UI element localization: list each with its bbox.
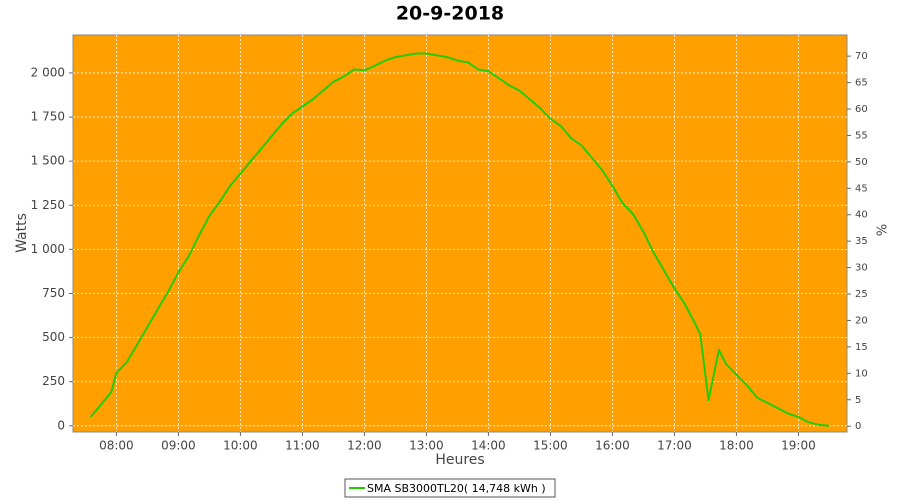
legend-box <box>344 478 556 498</box>
y2-axis-label: % <box>873 224 888 236</box>
x-tick-label: 09:00 <box>161 439 196 453</box>
y2-tick-label: 5 <box>855 395 861 406</box>
y2-tick-label: 65 <box>855 78 868 89</box>
legend-label: SMA SB3000TL20( 14,748 kWh ) <box>367 482 546 495</box>
y-axis-label: Watts <box>14 213 30 253</box>
x-tick-label: 10:00 <box>223 439 258 453</box>
plot-area <box>72 34 848 433</box>
y-tick-label: 2 000 <box>31 65 65 79</box>
y2-tick-label: 25 <box>855 289 868 300</box>
y2-tick-label: 60 <box>855 104 868 115</box>
y-tick-label: 1 500 <box>31 154 65 168</box>
y-tick-label: 1 750 <box>31 110 65 124</box>
y-tick-label: 750 <box>42 286 65 300</box>
x-tick-label: 15:00 <box>533 439 568 453</box>
x-tick-label: 13:00 <box>409 439 444 453</box>
x-tick-label: 19:00 <box>781 439 816 453</box>
y2-tick-label: 15 <box>855 342 868 353</box>
y2-tick-label: 70 <box>855 51 868 62</box>
y-tick-label: 1 000 <box>31 242 65 256</box>
chart-title: 20-9-2018 <box>396 3 504 25</box>
x-tick-label: 12:00 <box>347 439 382 453</box>
y-tick-label: 0 <box>57 418 65 432</box>
y2-tick-label: 10 <box>855 368 868 379</box>
y2-tick-label: 0 <box>855 421 861 432</box>
x-tick-label: 17:00 <box>657 439 692 453</box>
y2-tick-label: 35 <box>855 236 868 247</box>
series-line <box>89 52 830 427</box>
x-axis-label: Heures <box>435 452 484 468</box>
x-tick-label: 11:00 <box>285 439 320 453</box>
x-tick-label: 14:00 <box>471 439 506 453</box>
y-tick-label: 250 <box>42 374 65 388</box>
y2-tick-label: 45 <box>855 183 868 194</box>
x-tick-label: 18:00 <box>719 439 754 453</box>
x-tick-label: 08:00 <box>99 439 134 453</box>
x-tick-label: 16:00 <box>595 439 630 453</box>
y2-tick-label: 55 <box>855 130 868 141</box>
y2-tick-label: 50 <box>855 157 868 168</box>
y2-tick-label: 40 <box>855 210 868 221</box>
y-tick-label: 500 <box>42 330 65 344</box>
y2-tick-label: 30 <box>855 263 868 274</box>
y2-tick-label: 20 <box>855 315 868 326</box>
y-tick-label: 1 250 <box>31 198 65 212</box>
